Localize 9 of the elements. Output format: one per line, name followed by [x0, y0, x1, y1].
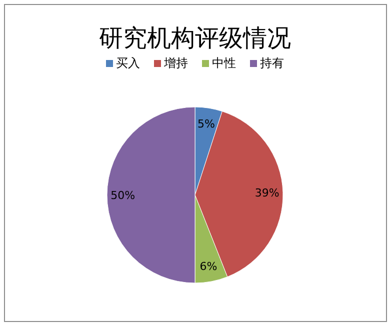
legend-label: 买入 [116, 56, 140, 70]
data-label: 39% [254, 186, 280, 200]
chart-title: 研究机构评级情况 [99, 24, 291, 52]
legend-label: 持有 [260, 56, 284, 70]
data-label: 5% [198, 118, 216, 131]
data-label: 6% [200, 260, 218, 273]
legend-label: 中性 [212, 56, 236, 70]
data-label: 50% [110, 189, 136, 202]
legend-label: 增持 [163, 56, 188, 70]
